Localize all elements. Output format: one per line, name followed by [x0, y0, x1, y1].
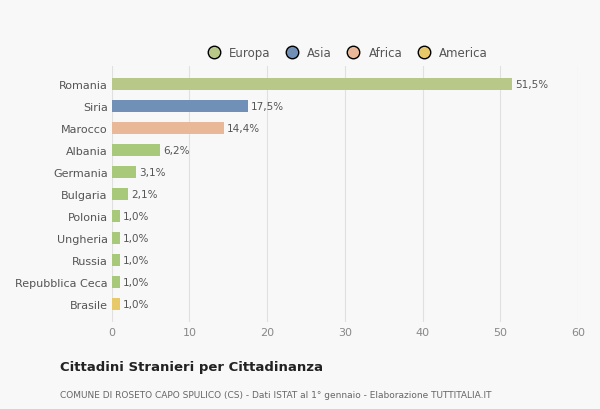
Text: 1,0%: 1,0% [122, 277, 149, 288]
Text: 1,0%: 1,0% [122, 234, 149, 243]
Text: 1,0%: 1,0% [122, 299, 149, 309]
Text: 51,5%: 51,5% [515, 80, 548, 90]
Bar [112, 166, 136, 179]
Bar [112, 189, 128, 201]
Bar [112, 276, 119, 288]
Text: 14,4%: 14,4% [227, 124, 260, 134]
Text: 3,1%: 3,1% [139, 168, 166, 178]
Text: 1,0%: 1,0% [122, 211, 149, 222]
Bar [112, 298, 119, 310]
Bar [112, 232, 119, 245]
Text: COMUNE DI ROSETO CAPO SPULICO (CS) - Dati ISTAT al 1° gennaio - Elaborazione TUT: COMUNE DI ROSETO CAPO SPULICO (CS) - Dat… [60, 390, 491, 399]
Text: Cittadini Stranieri per Cittadinanza: Cittadini Stranieri per Cittadinanza [60, 360, 323, 373]
Bar [112, 101, 248, 113]
Text: 6,2%: 6,2% [163, 146, 190, 156]
Text: 1,0%: 1,0% [122, 256, 149, 265]
Bar [112, 145, 160, 157]
Text: 2,1%: 2,1% [131, 190, 158, 200]
Bar [112, 79, 512, 91]
Bar [112, 254, 119, 267]
Legend: Europa, Asia, Africa, America: Europa, Asia, Africa, America [197, 43, 493, 65]
Text: 17,5%: 17,5% [251, 102, 284, 112]
Bar [112, 123, 224, 135]
Bar [112, 211, 119, 222]
